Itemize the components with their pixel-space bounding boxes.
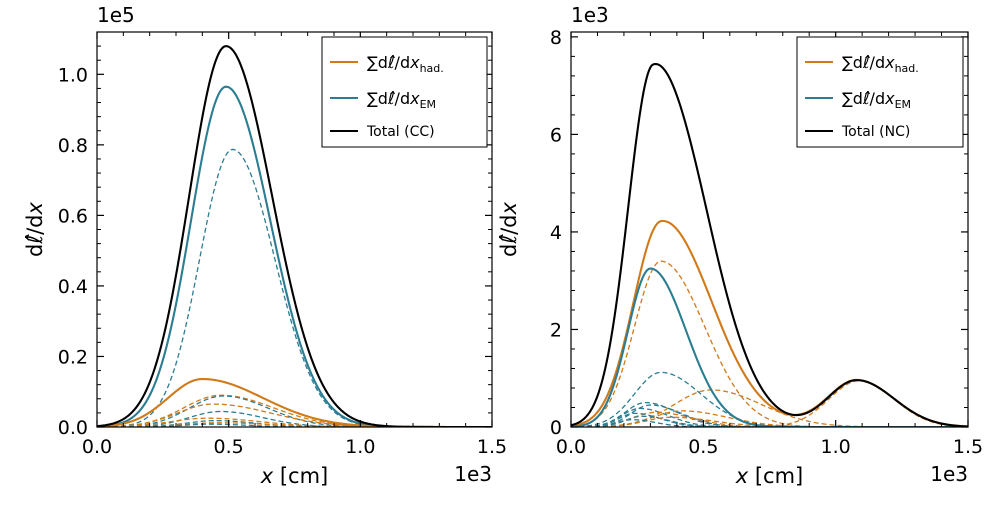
legend: ∑dℓ̂/dxhad. ∑dℓ̂/dxEM Total (NC) bbox=[796, 36, 964, 148]
x-axis: 0.0 0.5 1.0 1.5 bbox=[82, 32, 507, 458]
x-tick-label: 1.0 bbox=[345, 436, 375, 458]
curve-had-dashed-8 bbox=[97, 417, 492, 427]
y-multiplier: 1e3 bbox=[571, 3, 609, 27]
right-panel: 0.0 0.5 1.0 1.5 0 2 4 6 8 1e3 1e3 x [cm] dℓ̂/dx ∑dℓ̂/… bbox=[497, 3, 983, 488]
curve-had-dashed-2 bbox=[571, 260, 968, 427]
y-tick-label: 0 bbox=[550, 417, 562, 439]
y-axis: 0.0 0.2 0.4 0.6 0.8 1.0 bbox=[58, 31, 492, 439]
curve-had-dashed-6 bbox=[97, 403, 492, 427]
x-axis-label: x [cm] bbox=[260, 464, 329, 488]
legend-label-total: Total (NC) bbox=[841, 124, 910, 140]
y-tick-label: 8 bbox=[550, 27, 562, 49]
curve-had-dashed-14 bbox=[571, 416, 968, 427]
x-multiplier: 1e3 bbox=[930, 462, 968, 486]
x-tick-label: 1.5 bbox=[477, 436, 507, 458]
curve-total-solid-0 bbox=[571, 62, 968, 427]
x-tick-label: 1.0 bbox=[821, 436, 851, 458]
y-axis-label: dℓ̂/dx bbox=[497, 202, 521, 257]
y-tick-label: 1.0 bbox=[58, 64, 88, 86]
y-tick-label: 0.4 bbox=[58, 276, 88, 298]
x-tick-label: 1.5 bbox=[953, 436, 983, 458]
y-tick-label: 4 bbox=[550, 222, 562, 244]
legend-box bbox=[321, 36, 488, 148]
legend-label-em: ∑dℓ̂/dxEM bbox=[367, 89, 436, 111]
legend-box bbox=[796, 36, 964, 148]
curve-em-dashed-15 bbox=[571, 419, 968, 427]
curve-had-dashed-10 bbox=[571, 410, 968, 427]
curve-em-dashed-13 bbox=[571, 415, 968, 427]
curves bbox=[571, 62, 968, 427]
y-tick-label: 0.0 bbox=[58, 417, 88, 439]
curve-em-dashed-7 bbox=[97, 410, 492, 427]
y-tick-label: 0.6 bbox=[58, 205, 88, 227]
x-axis: 0.0 0.5 1.0 1.5 bbox=[556, 32, 983, 458]
x-axis-label: x [cm] bbox=[735, 464, 804, 488]
curve-em-dashed-2 bbox=[97, 148, 492, 427]
x-tick-label: 0.5 bbox=[688, 436, 718, 458]
y-axis-label: dℓ̂/dx bbox=[23, 202, 47, 257]
y-multiplier: 1e5 bbox=[97, 3, 135, 27]
plot-frame bbox=[570, 31, 969, 428]
left-panel: 0.0 0.5 1.0 1.5 0.0 0.2 0.4 0.6 0.8 1.0 1e5 1e3 x [c… bbox=[23, 3, 507, 488]
y-tick-label: 0.8 bbox=[58, 135, 88, 157]
x-tick-label: 0.0 bbox=[556, 436, 586, 458]
x-tick-label: 0.5 bbox=[214, 436, 244, 458]
x-multiplier: 1e3 bbox=[454, 462, 492, 486]
y-tick-label: 6 bbox=[550, 124, 562, 146]
legend: ∑dℓ̂/dxhad. ∑dℓ̂/dxEM Total (CC) bbox=[321, 36, 488, 148]
y-tick-label: 0.2 bbox=[58, 346, 88, 368]
curve-em-dashed-5 bbox=[97, 395, 492, 427]
x-tick-label: 0.0 bbox=[82, 436, 112, 458]
y-tick-label: 2 bbox=[550, 319, 562, 341]
legend-label-em: ∑dℓ̂/dxEM bbox=[842, 89, 911, 111]
curve-em-dashed-12 bbox=[571, 412, 968, 427]
legend-label-total: Total (CC) bbox=[366, 124, 435, 140]
legend-label-had: ∑dℓ̂/dxhad. bbox=[367, 53, 444, 75]
legend-label-had: ∑dℓ̂/dxhad. bbox=[842, 53, 919, 75]
curve-em-solid-3 bbox=[571, 267, 968, 427]
